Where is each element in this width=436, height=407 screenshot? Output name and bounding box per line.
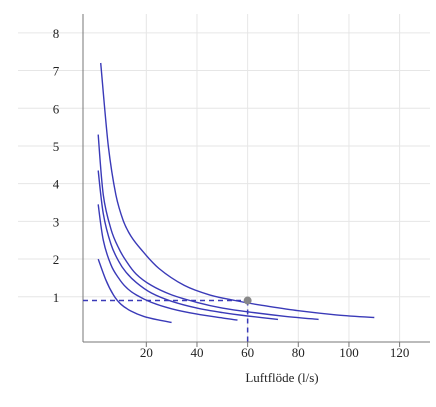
y-tick-label-4: 5 (53, 139, 60, 154)
reference-point-marker (243, 296, 252, 305)
curve-3 (97, 170, 279, 321)
y-tick-label-0: 1 (53, 290, 60, 305)
y-tick-label-7: 8 (53, 26, 60, 41)
y-tick-label-6: 7 (53, 64, 60, 79)
tick-labels: 20 40 60 80 100 120 1 2 3 4 5 6 7 8 (53, 26, 410, 360)
x-tick-label-5: 120 (390, 345, 410, 360)
reference-lines (83, 296, 252, 342)
grid (18, 14, 430, 342)
y-tick-label-5: 6 (53, 101, 60, 116)
y-tick-label-1: 2 (53, 252, 60, 267)
curve-5 (97, 258, 172, 324)
axes (82, 14, 430, 347)
x-tick-label-3: 80 (292, 345, 305, 360)
y-tick-label-2: 3 (53, 214, 60, 229)
curve-1 (100, 62, 375, 319)
series-layer (97, 62, 375, 324)
x-axis-title: Luftflöde (l/s) (245, 370, 318, 385)
x-tick-label-4: 100 (339, 345, 359, 360)
curve-4 (97, 204, 238, 321)
x-tick-label-0: 20 (140, 345, 153, 360)
y-tick-label-3: 4 (53, 177, 60, 192)
x-tick-label-2: 60 (241, 345, 254, 360)
x-tick-label-1: 40 (190, 345, 203, 360)
